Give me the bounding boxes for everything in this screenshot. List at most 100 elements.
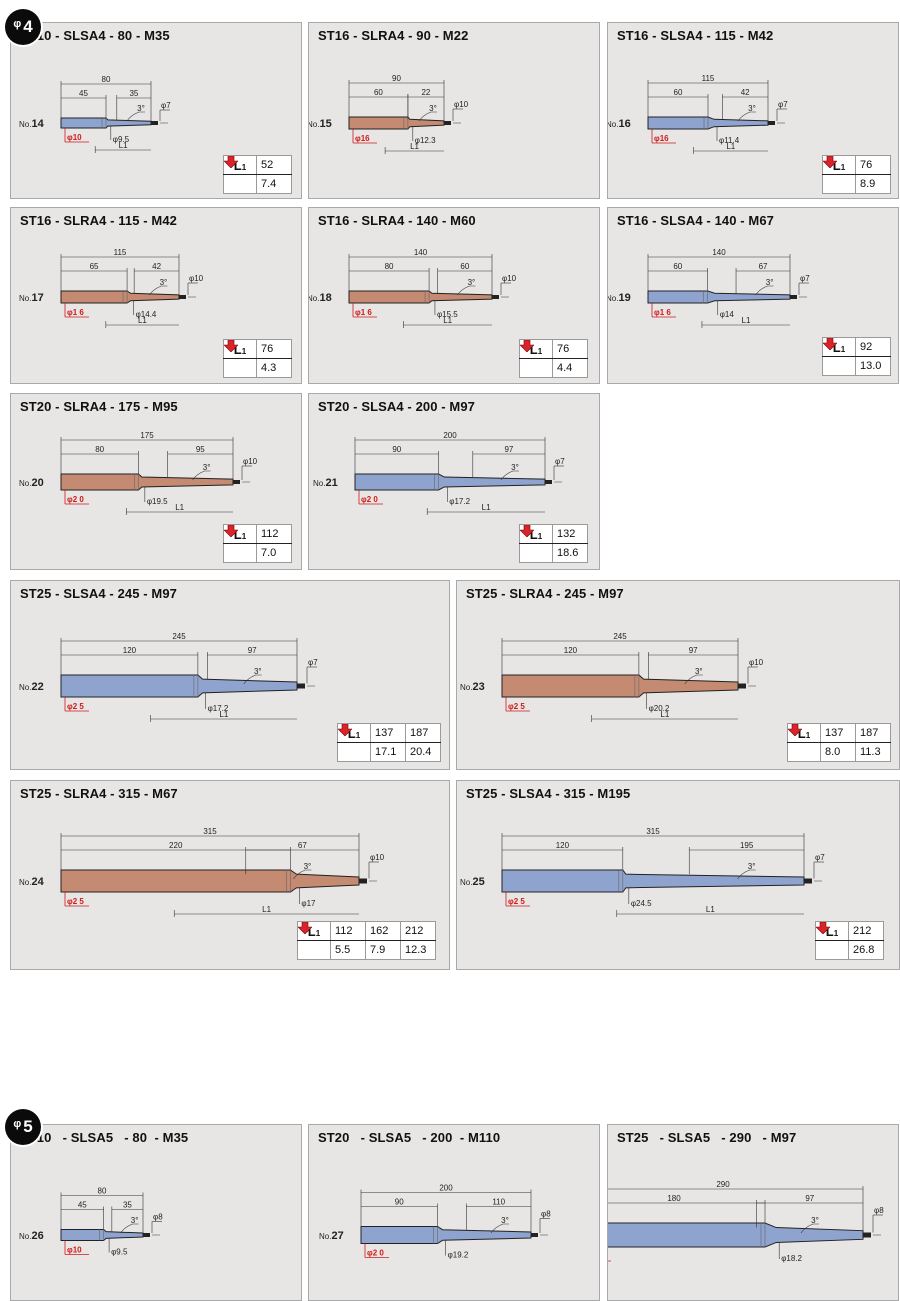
dimension-label: 140 (414, 248, 428, 257)
section-number: 4 (23, 17, 33, 36)
l1-value: 76 (256, 339, 292, 359)
phi-symbol: φ (13, 1118, 22, 1130)
weight-arrow-icon (815, 921, 849, 960)
l1-header-sub: 1 (840, 162, 846, 172)
l1-value: 132 (552, 524, 588, 544)
tool-drawing: 140 60 67 3° φ7 φ14 φ1 6 L1 No.19 (608, 248, 810, 328)
l1-header-text: L (529, 526, 538, 542)
item-number-prefix: No. (319, 1232, 331, 1241)
dimension-label: 97 (248, 646, 257, 655)
tool-tip (738, 683, 746, 689)
l1-header-text: L (832, 339, 841, 355)
l1-value: 137 (820, 723, 856, 743)
dimension-label: φ2 5 (508, 702, 525, 711)
tool-tip (179, 295, 186, 299)
dimension-label: φ7 (308, 658, 318, 667)
l1-header-text: L (233, 526, 242, 542)
weight-value: 13.0 (855, 356, 891, 376)
dimension-label: 315 (203, 827, 217, 836)
product-title: ST20 - SLSA4 - 200 - M97 (318, 399, 476, 414)
dimension-label: L1 (482, 503, 491, 512)
item-number-prefix: No. (460, 683, 472, 692)
product-panel: ST20 - SLRA4 - 175 - M95 175 80 95 3° φ10 φ19.… (10, 393, 302, 570)
dimension-label: 3° (203, 463, 211, 472)
product-panel: ST25 - SLSA4 - 315 - M195 315 120 195 3° φ7 φ2… (456, 780, 900, 970)
dimension-label: L1 (175, 503, 184, 512)
section-number: 5 (23, 1117, 33, 1136)
tool-body (501, 869, 805, 893)
tool-drawing: 315 120 195 3° φ7 φ24.5 φ2 5 L1 No.25 (460, 827, 825, 917)
dimension-label: 35 (123, 1201, 132, 1210)
angle-leader (737, 111, 756, 122)
l1-header-text: L (307, 923, 316, 939)
tool-tip (863, 1232, 871, 1238)
dimension-label: L1 (410, 142, 419, 151)
angle-leader (192, 470, 211, 481)
dimension-label: 315 (646, 827, 660, 836)
l1-header-sub: 1 (315, 928, 321, 938)
spec-table: L1 112 7.0 (223, 524, 292, 563)
weight-arrow-icon (519, 339, 553, 378)
spec-table: L1 92 13.0 (822, 337, 891, 376)
tool-tip (444, 121, 451, 125)
dimension-label: 45 (78, 1201, 87, 1210)
item-number-value: 16 (618, 118, 630, 130)
item-number: No.16 (608, 118, 631, 130)
spec-table: L1 137 187 8.0 11.3 (787, 723, 891, 762)
dimension-label: 3° (695, 667, 703, 676)
dimension-label: 245 (613, 632, 627, 641)
dimension-label: 120 (564, 646, 578, 655)
item-number: No.24 (19, 876, 45, 888)
dimension-label: φ9.5 (111, 1248, 128, 1257)
dimension-label: 80 (98, 1187, 107, 1196)
dimension-label: 220 (169, 841, 183, 850)
tool-body (354, 473, 546, 491)
l1-header-text: L (347, 725, 356, 741)
dimension-label: φ12.3 (415, 136, 436, 145)
dimension-label: 200 (443, 431, 457, 440)
dimension-label: 35 (129, 89, 138, 98)
dimension-label: 97 (504, 445, 513, 454)
angle-leader (293, 869, 312, 880)
spec-table: L1 212 26.8 (815, 921, 884, 960)
spec-table: L1 76 4.4 (519, 339, 588, 378)
spec-table: L1 76 8.9 (822, 155, 891, 194)
dimension-label: 115 (702, 74, 715, 83)
l1-header-text: L (233, 157, 242, 173)
l1-value: 92 (855, 337, 891, 357)
tool-tip (545, 480, 552, 484)
weight-value: 8.9 (855, 174, 891, 194)
item-number-prefix: No. (309, 120, 319, 129)
l1-value: 137 (370, 723, 406, 743)
dimension-label: φ1 6 (67, 308, 84, 317)
dimension-label: 245 (172, 632, 186, 641)
weight-value: 7.9 (365, 940, 401, 960)
item-number-prefix: No. (19, 878, 31, 887)
weight-value: 5.5 (330, 940, 366, 960)
angle-leader (457, 285, 476, 296)
tool-tip (143, 1233, 150, 1237)
product-panel: ST25 - SLSA4 - 245 - M97 245 120 97 3° φ7 φ17.… (10, 580, 450, 770)
item-number-prefix: No. (313, 479, 325, 488)
angle-leader (737, 869, 756, 880)
tool-body (360, 1226, 532, 1244)
product-title: ST16 - SLSA4 - 140 - M67 (617, 213, 775, 228)
dimension-label: φ2 0 (67, 495, 84, 504)
tool-tip (768, 121, 775, 125)
tool-drawing: 80 45 35 3° φ7 φ9.5 φ10 L1 No.14 (19, 75, 171, 153)
item-number: No.21 (313, 477, 338, 489)
l1-header-sub: 1 (805, 730, 811, 740)
dimension-label: 200 (439, 1184, 453, 1193)
product-panel: ST20 - SLSA4 - 200 - M97 200 90 97 3° φ7 φ17.2… (308, 393, 600, 570)
item-number-value: 25 (472, 876, 484, 888)
angle-leader (126, 111, 145, 122)
l1-value: 52 (256, 155, 292, 175)
dimension-label: 67 (759, 262, 768, 271)
weight-arrow-icon (519, 524, 553, 563)
angle-leader (490, 1223, 509, 1234)
l1-value: 112 (256, 524, 292, 544)
tool-body (60, 674, 298, 698)
product-panel: ST16 - SLRA4 - 140 - M60 140 80 60 3° φ10 φ15.… (308, 207, 600, 384)
l1-header-sub: 1 (241, 162, 247, 172)
